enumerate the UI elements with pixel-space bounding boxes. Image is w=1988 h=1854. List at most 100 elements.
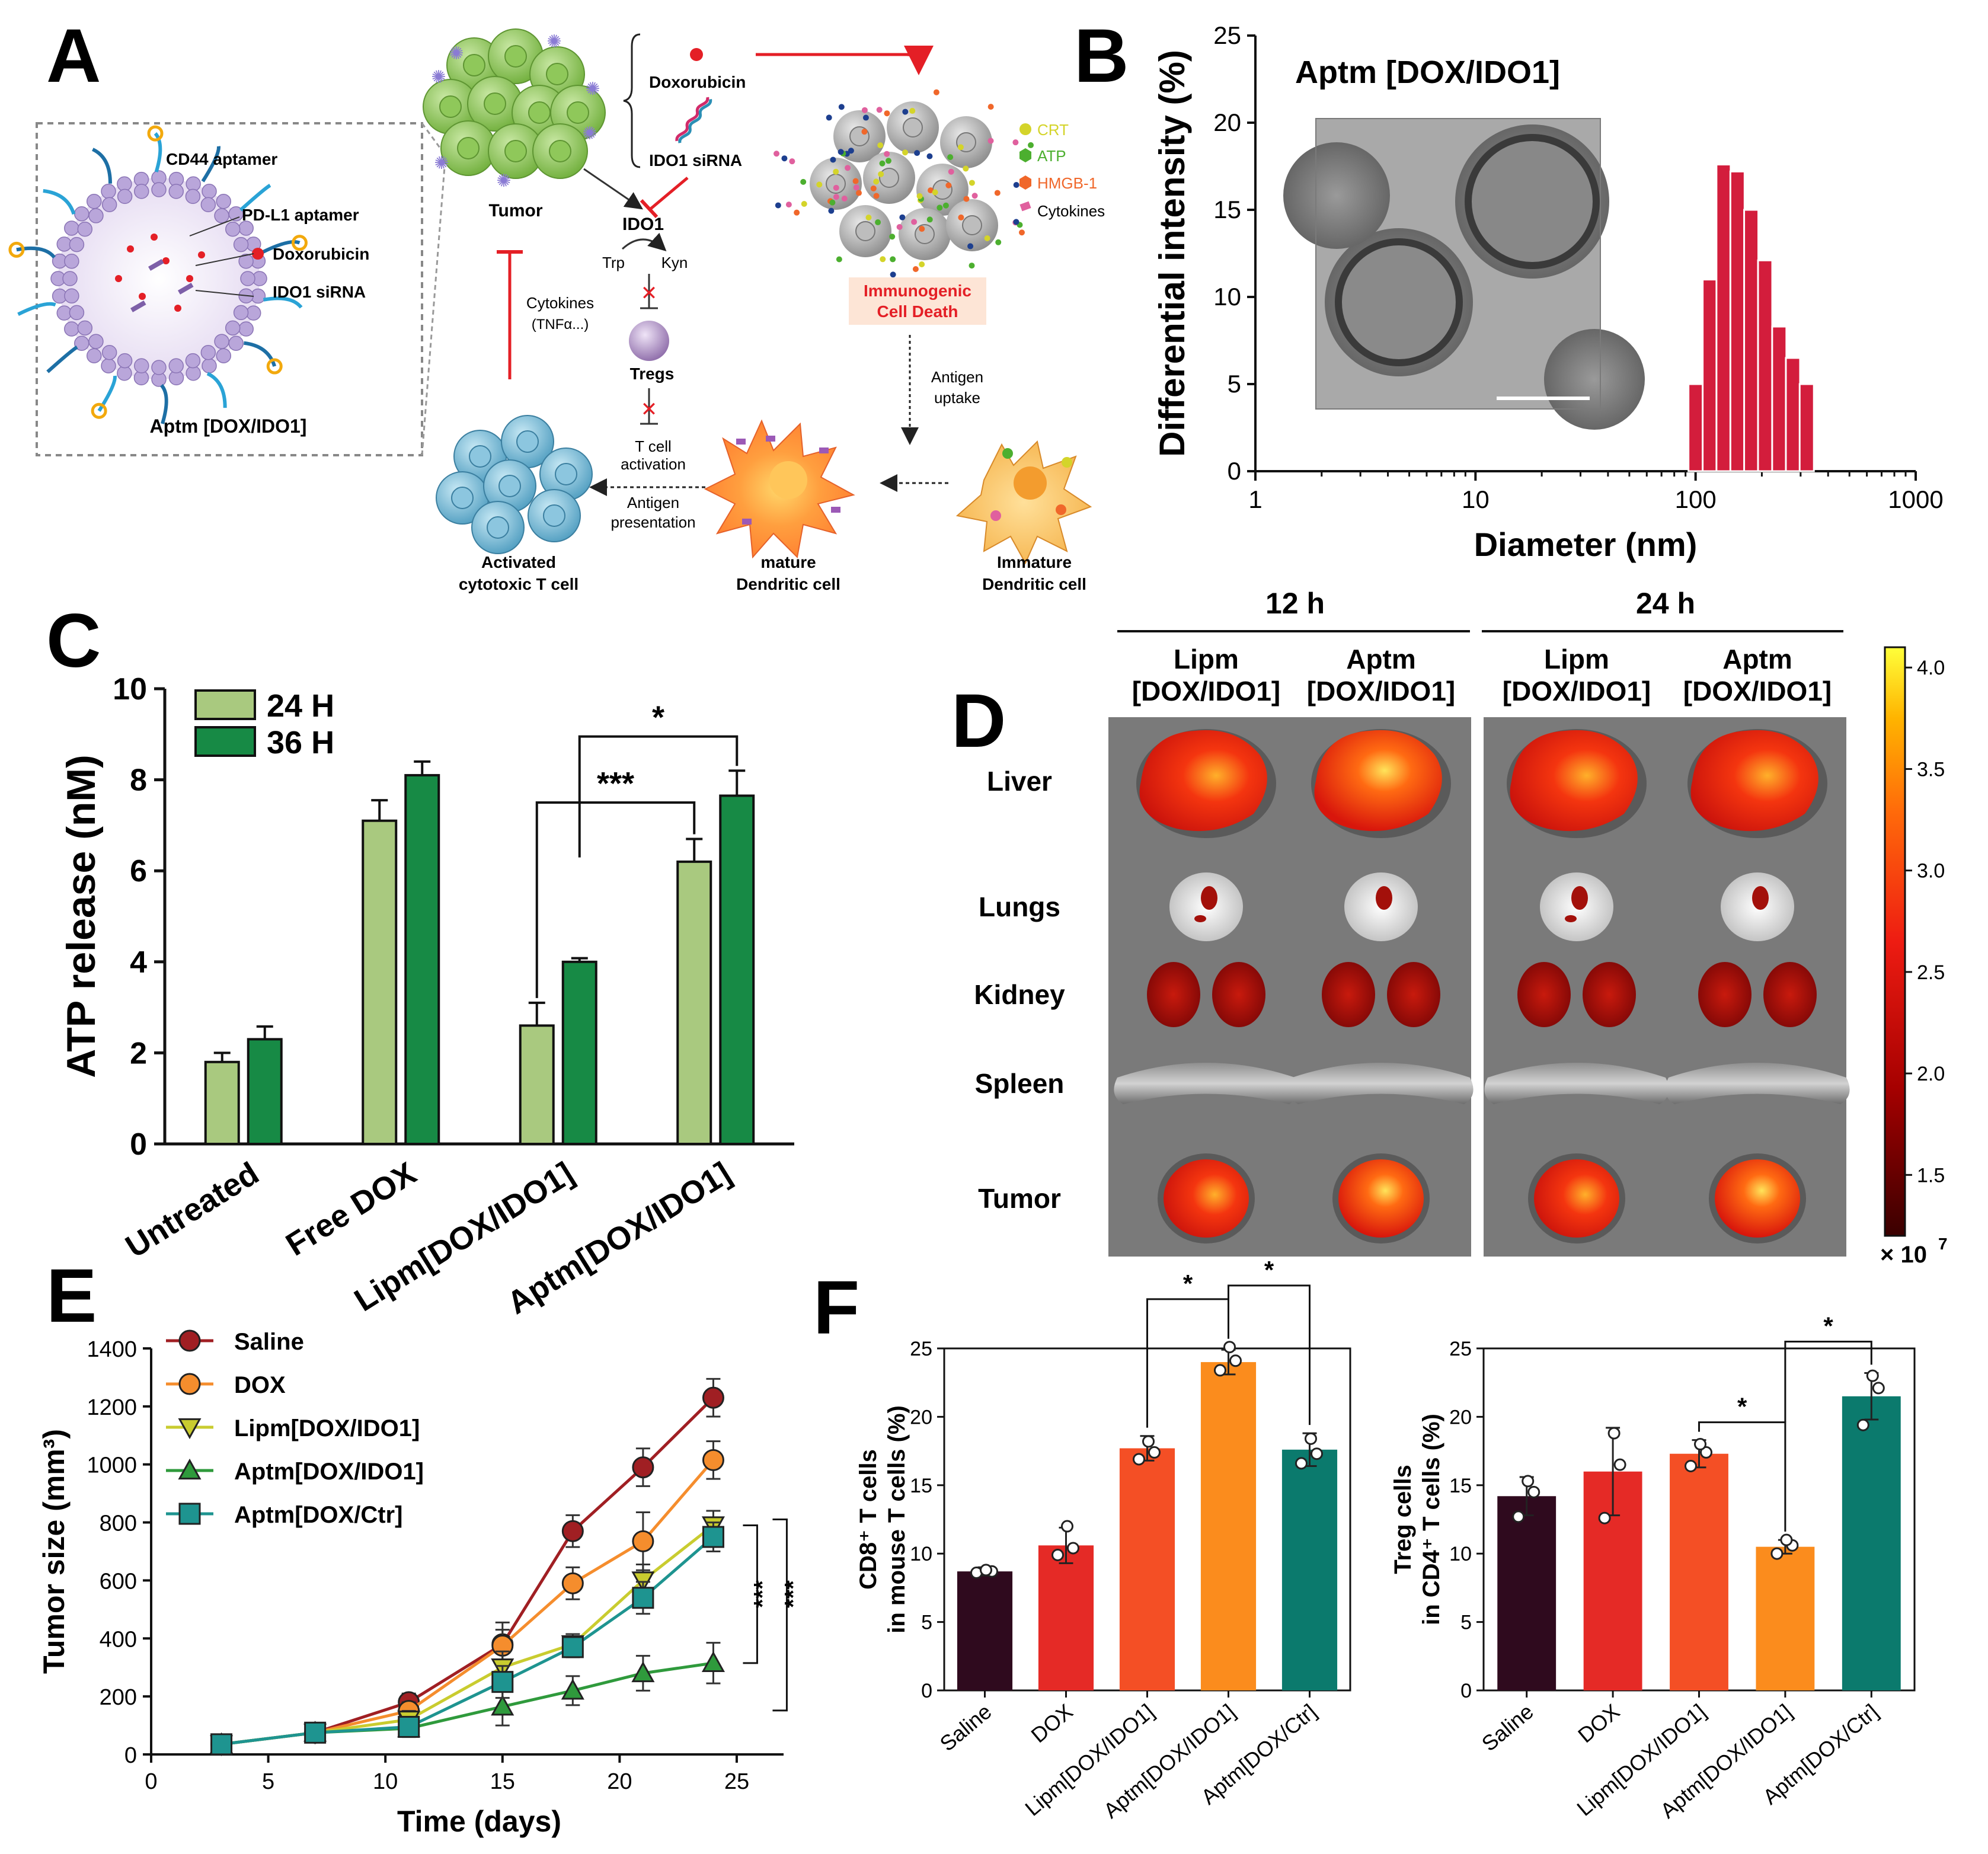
d-organ-column [1289, 729, 1474, 1244]
liposome-name: Aptm [DOX/IDO1] [150, 415, 307, 437]
f2-data-point [1522, 1475, 1535, 1488]
c-legend-swatch [194, 726, 256, 757]
e-series-line [221, 1536, 715, 1746]
panel-f: F 0 5 10 15 20 25 CD8⁺ T cells in mouse T cells… [813, 1256, 1916, 1823]
f1-y-tick-label: 15 [910, 1475, 932, 1497]
panel-e: E 0 200 400 600 800 1000 1200 1400 0 5 10 15 20 25 Tim… [37, 1254, 806, 1838]
label-icd-2: Cell Death [877, 302, 958, 321]
doxorubicin-dot-icon [252, 248, 264, 260]
panel-b: B 0 5 10 15 20 25 1 10 100 1000 Diameter (nm) Diffe… [1074, 14, 1944, 563]
blocked-x-icon-2: ✕ [641, 398, 658, 421]
label-drug-ido1-sirna: IDO1 siRNA [649, 151, 742, 170]
tumor-cluster-illustration: ✺✺✺✺✺✺✺ [423, 28, 606, 191]
f1-data-point [1214, 1364, 1226, 1377]
e-y-tick-label: 1200 [87, 1395, 137, 1420]
f2-data-point [1770, 1547, 1784, 1560]
f2-y-tick-label: 15 [1449, 1475, 1472, 1497]
b-size-bar [1785, 357, 1801, 472]
c-bar [561, 960, 597, 1146]
d-organ-label: Kidney [974, 979, 1065, 1010]
f1-y-tick-label: 20 [910, 1406, 932, 1428]
f1-y-tick-label: 25 [910, 1338, 932, 1360]
e-y-tick-label: 400 [100, 1627, 137, 1652]
e-data-point [702, 1526, 724, 1548]
f1-y-tick-label: 5 [921, 1612, 932, 1634]
label-tregs: Tregs [630, 365, 675, 383]
f2-significance-2: * [1823, 1312, 1833, 1340]
c-y-tick-label: 6 [130, 854, 147, 888]
b-x-tick-label: 1 [1248, 485, 1262, 513]
f1-data-point [1223, 1341, 1236, 1354]
e-y-tick-label: 1000 [87, 1453, 137, 1478]
b-size-bar [1798, 383, 1815, 472]
f1-data-point [1295, 1457, 1308, 1470]
e-x-tick-label: 20 [607, 1769, 632, 1794]
f2-category-label: DOX [1573, 1699, 1624, 1748]
f2-bar [1497, 1496, 1556, 1690]
b-y-tick-label: 5 [1228, 370, 1241, 398]
treg-cell-icon [629, 321, 669, 361]
b-y-tick-label: 20 [1213, 108, 1241, 136]
f2-category-label: Saline [1477, 1699, 1538, 1756]
d-scale-tick-label: 2.0 [1917, 1063, 1945, 1085]
f1-y-axis-label-2: in mouse T cells (%) [884, 1405, 910, 1634]
d-organ-column [1665, 729, 1850, 1244]
e-y-tick-label: 600 [100, 1569, 137, 1594]
d-column-label: Lipm [1544, 644, 1609, 675]
b-y-tick-label: 0 [1228, 457, 1241, 485]
e-legend-marker [178, 1373, 201, 1395]
c-category-label: Untreated [120, 1155, 266, 1264]
d-scale-tick-label: 2.5 [1917, 961, 1945, 984]
f2-data-point [1685, 1459, 1697, 1472]
label-tumor: Tumor [488, 201, 542, 220]
f2-significance-1: * [1737, 1393, 1747, 1421]
e-legend-label: Aptm[DOX/IDO1] [234, 1459, 424, 1485]
svg-text:✺: ✺ [496, 171, 511, 191]
label-mature-dc-2: Dendritic cell [736, 575, 840, 593]
f1-data-point [1142, 1435, 1155, 1448]
svg-text:Cytokines: Cytokines [1037, 202, 1105, 220]
f1-significance-2: * [1264, 1256, 1274, 1284]
e-legend-label: Lipm[DOX/IDO1] [234, 1415, 420, 1441]
f1-bar [1119, 1448, 1175, 1690]
svg-text:HMGB-1: HMGB-1 [1037, 174, 1097, 192]
e-data-point [632, 1530, 654, 1552]
f2-data-point [1512, 1510, 1525, 1523]
svg-text:✺: ✺ [434, 154, 449, 173]
f2-data-point [1856, 1418, 1869, 1431]
f1-data-point [1051, 1549, 1064, 1562]
label-ido1: IDO1 [622, 215, 664, 234]
c-y-tick-label: 10 [113, 672, 147, 707]
f1-significance-1: * [1183, 1270, 1193, 1297]
e-data-point [631, 1661, 655, 1683]
icd-cluster-illustration [774, 89, 1034, 278]
panel-c: C 0 2 4 6 8 10 ATP release (nM) Untreated Free D… [46, 599, 794, 1321]
cytotoxic-t-cell-cluster-illustration [436, 415, 593, 554]
f2-y-axis-label-2: in CD4⁺ T cells (%) [1418, 1414, 1444, 1625]
c-y-tick-label: 4 [130, 945, 147, 980]
tem-image [1283, 118, 1645, 430]
e-legend-marker [178, 1418, 202, 1440]
b-size-bar [1771, 325, 1788, 472]
e-data-point [304, 1721, 327, 1744]
c-y-tick-label: 8 [130, 763, 147, 798]
f1-category-label: Saline [935, 1699, 996, 1756]
e-data-point [491, 1671, 514, 1693]
b-x-tick-label: 100 [1675, 485, 1717, 513]
immature-dendritic-cell-illustration [955, 440, 1092, 565]
b-x-tick-label: 1000 [1888, 485, 1943, 513]
label-ctl-2: cytotoxic T cell [459, 575, 578, 593]
e-legend-item: Aptm[DOX/Ctr] [166, 1502, 402, 1528]
d-organ-label: Tumor [978, 1183, 1061, 1214]
liposome-inset-box [36, 122, 423, 456]
c-legend-label: 24 H [267, 688, 334, 724]
e-significance-1: *** [749, 1580, 775, 1608]
label-antigen-uptake-2: uptake [934, 389, 980, 407]
panel-letter-c: C [46, 599, 101, 683]
f1-bar [1038, 1545, 1094, 1690]
chart-c-atp-release: 0 2 4 6 8 10 ATP release (nM) Untreated Free DOX… [59, 672, 794, 1321]
e-legend-label: Aptm[DOX/Ctr] [234, 1502, 402, 1528]
f2-data-point [1607, 1427, 1621, 1440]
f1-data-point [1311, 1447, 1323, 1460]
